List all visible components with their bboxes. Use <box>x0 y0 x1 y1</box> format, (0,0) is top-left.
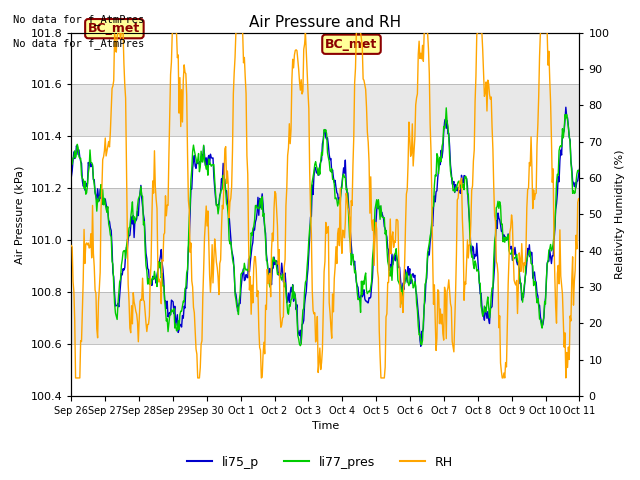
Text: No data for f_AtmPres: No data for f_AtmPres <box>13 14 144 25</box>
Bar <box>71 136 579 188</box>
Legend: li75_p, li77_pres, RH: li75_p, li77_pres, RH <box>182 451 458 474</box>
Bar <box>71 292 579 344</box>
Y-axis label: Air Pressure (kPa): Air Pressure (kPa) <box>15 165 25 264</box>
Bar <box>71 344 579 396</box>
Text: BC_met: BC_met <box>88 22 141 35</box>
Text: BC_met: BC_met <box>325 38 378 51</box>
X-axis label: Time: Time <box>312 421 339 432</box>
Y-axis label: Relativity Humidity (%): Relativity Humidity (%) <box>615 150 625 279</box>
Text: No data for f_AtmPres: No data for f_AtmPres <box>13 38 144 49</box>
Bar <box>71 33 579 84</box>
Bar <box>71 188 579 240</box>
Bar <box>71 84 579 136</box>
Bar <box>71 240 579 292</box>
Title: Air Pressure and RH: Air Pressure and RH <box>250 15 401 30</box>
